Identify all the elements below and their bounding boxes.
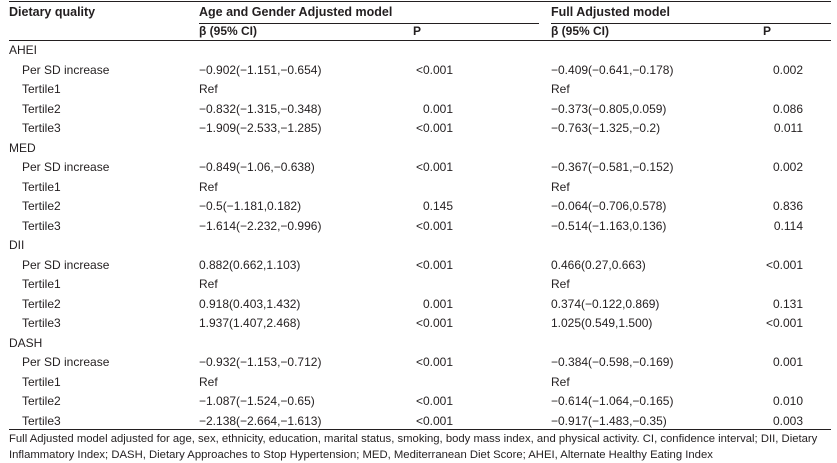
p-value-model1: 0.001: [422, 297, 453, 311]
group-label: AHEI: [9, 43, 38, 57]
spanner-rule-model2: [551, 23, 831, 24]
p-value-model2: <0.001: [765, 258, 803, 272]
beta-model1: −0.849(−1.06,−0.638): [199, 160, 315, 174]
row-label: Tertile2: [22, 102, 61, 116]
beta-model2: Ref: [551, 277, 570, 291]
p-value-model2: 0.003: [772, 414, 803, 428]
p-value-model1: <0.001: [415, 258, 453, 272]
beta-model1: −0.902(−1.151,−0.654): [199, 63, 322, 77]
p-value-model2: 0.114: [773, 219, 803, 233]
beta-model1: Ref: [199, 277, 218, 291]
beta-model2: −0.384(−0.598,−0.169): [551, 355, 674, 369]
p-value-model1: <0.001: [415, 316, 453, 330]
row-label: Per SD increase: [22, 355, 110, 369]
p-value-model2: 0.002: [772, 160, 803, 174]
header-model-full: Full Adjusted model: [551, 5, 670, 19]
header-dietary-quality: Dietary quality: [9, 5, 96, 19]
p-value-model1: <0.001: [415, 355, 453, 369]
beta-model2: −0.373(−0.805,0.059): [551, 102, 667, 116]
row-label: Per SD increase: [22, 160, 110, 174]
p-value-model2: 0.002: [772, 63, 803, 77]
beta-model2: 0.466(0.27,0.663): [551, 258, 646, 272]
beta-model1: 1.937(1.407,2.468): [199, 316, 301, 330]
beta-model2: Ref: [551, 180, 570, 194]
beta-model1: −1.087(−1.524,−0.65): [199, 394, 315, 408]
header-beta-model1: β (95% CI): [199, 24, 258, 38]
beta-model1: Ref: [199, 82, 218, 96]
p-value-model1: <0.001: [415, 160, 453, 174]
row-label: Tertile2: [22, 394, 61, 408]
beta-model2: −0.917(−1.483,−0.35): [551, 414, 667, 428]
beta-model2: −0.064(−0.706,0.578): [551, 199, 667, 213]
group-label: DII: [9, 238, 25, 252]
beta-model2: −0.409(−0.641,−0.178): [551, 63, 674, 77]
beta-model1: −0.932(−1.153,−0.712): [199, 355, 322, 369]
beta-model1: Ref: [199, 180, 218, 194]
row-label: Tertile1: [22, 82, 61, 96]
row-label: Tertile3: [22, 219, 61, 233]
header-beta-model2: β (95% CI): [551, 24, 610, 38]
beta-model2: 0.374(−0.122,0.869): [551, 297, 660, 311]
row-label: Tertile1: [22, 277, 61, 291]
beta-model2: −0.367(−0.581,−0.152): [551, 160, 674, 174]
header-model-age-gender: Age and Gender Adjusted model: [199, 5, 393, 19]
beta-model1: −0.5(−1.181,0.182): [199, 199, 302, 213]
row-label: Tertile3: [22, 121, 61, 135]
beta-model1: −1.909(−2.533,−1.285): [199, 121, 322, 135]
beta-model1: −2.138(−2.664,−1.613): [199, 414, 322, 428]
beta-model2: −0.614(−1.064,−0.165): [551, 394, 674, 408]
p-value-model2: 0.836: [772, 199, 803, 213]
p-value-model2: 0.010: [772, 394, 803, 408]
row-label: Per SD increase: [22, 258, 110, 272]
p-value-model2: 0.001: [772, 355, 803, 369]
p-value-model1: <0.001: [415, 219, 453, 233]
p-value-model1: 0.001: [422, 102, 453, 116]
p-value-model2: 0.131: [772, 297, 803, 311]
beta-model1: −1.614(−2.232,−0.996): [199, 219, 322, 233]
table-top-rule: [9, 1, 831, 2]
p-value-model2: 0.086: [772, 102, 803, 116]
beta-model1: 0.882(0.662,1.103): [199, 258, 301, 272]
row-label: Tertile1: [22, 180, 61, 194]
group-label: MED: [9, 141, 36, 155]
header-p-model1: P: [413, 24, 422, 38]
p-value-model1: <0.001: [415, 63, 453, 77]
group-label: DASH: [9, 336, 43, 350]
beta-model2: −0.763(−1.325,−0.2): [551, 121, 661, 135]
beta-model2: Ref: [551, 82, 570, 96]
row-label: Tertile2: [22, 297, 61, 311]
p-value-model2: <0.001: [765, 316, 803, 330]
beta-model2: Ref: [551, 375, 570, 389]
table-bottom-rule: [9, 429, 831, 430]
p-value-model2: 0.011: [773, 121, 803, 135]
p-value-model1: 0.145: [422, 199, 453, 213]
header-bottom-rule: [9, 40, 831, 41]
row-label: Tertile1: [22, 375, 61, 389]
header-p-model2: P: [763, 24, 772, 38]
beta-model2: −0.514(−1.163,0.136): [551, 219, 667, 233]
table-footnote: Full Adjusted model adjusted for age, se…: [9, 433, 818, 461]
row-label: Tertile3: [22, 414, 61, 428]
p-value-model1: <0.001: [415, 394, 453, 408]
row-label: Per SD increase: [22, 63, 110, 77]
beta-model2: 1.025(0.549,1.500): [551, 316, 653, 330]
beta-model1: Ref: [199, 375, 218, 389]
row-label: Tertile3: [22, 316, 61, 330]
p-value-model1: <0.001: [415, 414, 453, 428]
row-label: Tertile2: [22, 199, 61, 213]
p-value-model1: <0.001: [415, 121, 453, 135]
spanner-rule-model1: [199, 23, 539, 24]
beta-model1: −0.832(−1.315,−0.348): [199, 102, 322, 116]
beta-model1: 0.918(0.403,1.432): [199, 297, 301, 311]
